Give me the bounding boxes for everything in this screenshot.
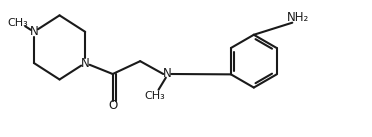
Text: N: N (163, 68, 172, 81)
Text: CH₃: CH₃ (144, 91, 165, 101)
Text: N: N (81, 56, 90, 69)
Text: NH₂: NH₂ (287, 11, 309, 24)
Text: O: O (108, 99, 117, 112)
Text: CH₃: CH₃ (7, 18, 28, 28)
Text: N: N (29, 25, 38, 38)
